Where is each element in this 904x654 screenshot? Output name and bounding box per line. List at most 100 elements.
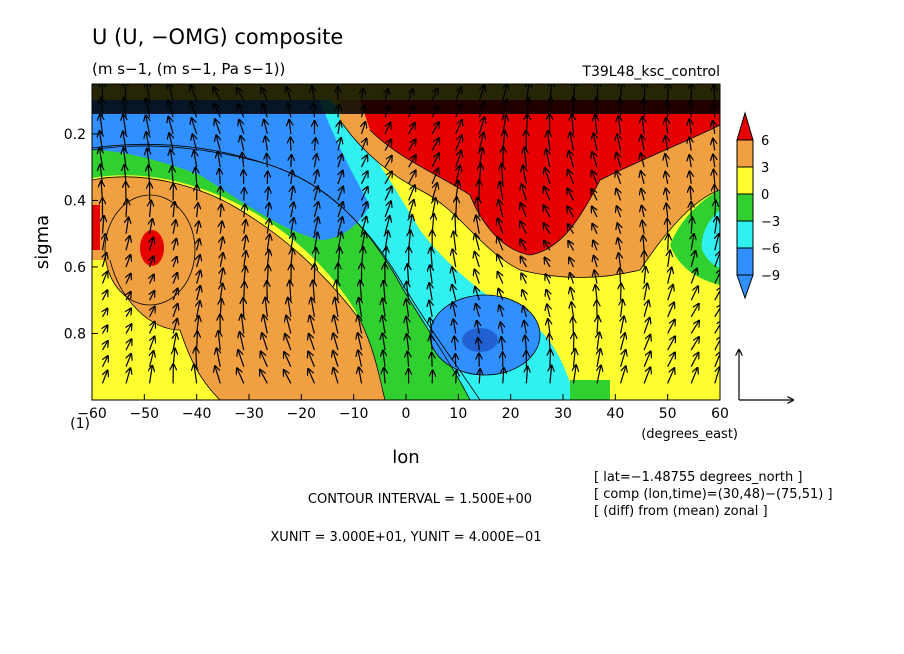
colorbar-label: 0 [761, 188, 769, 203]
wind-vector [333, 368, 338, 384]
wind-vector [173, 220, 176, 234]
wind-vector [147, 149, 150, 168]
wind-vector [621, 300, 623, 317]
colorbar-bottom [736, 274, 754, 300]
wind-vector [714, 336, 720, 351]
wind-vector [497, 255, 504, 268]
wind-vector [406, 317, 409, 334]
wind-vector [573, 333, 574, 351]
wind-vector [408, 106, 414, 118]
wind-vector [596, 98, 597, 118]
wind-vector [549, 334, 550, 351]
wind-vector [690, 286, 698, 301]
colorbar-segment [736, 193, 754, 222]
info-line-2: [ comp (lon,time)=(30,48)−(75,51) ] [594, 487, 833, 502]
wind-vector [432, 353, 433, 367]
info-line-3: [ (diff) from (mean) zonal ] [594, 504, 768, 519]
wind-vector [102, 291, 107, 301]
wind-vector [267, 219, 269, 234]
wind-vector [452, 267, 456, 284]
wind-vector [501, 337, 503, 351]
wind-vector [168, 100, 174, 118]
x-tick-label: −10 [339, 406, 369, 422]
wind-vector [477, 321, 480, 334]
wind-vector [545, 168, 551, 184]
y-axis-label: sigma [32, 215, 53, 269]
wind-vector [690, 171, 692, 184]
x-units: (degrees_east) [641, 427, 738, 442]
wind-vector [244, 204, 245, 218]
wind-vector [523, 306, 526, 318]
wind-vector [455, 104, 462, 118]
wind-vector [456, 371, 457, 384]
wind-vector [382, 316, 385, 334]
wind-vector [690, 101, 691, 118]
wind-vector [126, 236, 130, 251]
field-top-band [92, 84, 720, 114]
wind-vector [337, 202, 343, 218]
x-tick-label: −50 [130, 406, 160, 422]
wind-vector [498, 272, 503, 284]
wind-vector [431, 335, 433, 351]
wind-vector [358, 351, 362, 367]
wind-vector [406, 282, 408, 301]
wind-vector [690, 368, 697, 384]
wind-vector [641, 135, 644, 151]
wind-vector [642, 206, 644, 218]
wind-vector [644, 284, 647, 301]
wind-vector [220, 205, 221, 218]
wind-vector [338, 105, 339, 118]
wind-vector [431, 248, 432, 267]
wind-vector [570, 133, 573, 151]
wind-vector [310, 316, 315, 334]
colorbar-label: 6 [761, 134, 769, 149]
wind-vector [431, 138, 439, 151]
wind-vector [475, 287, 479, 301]
wind-vector [244, 282, 245, 301]
wind-vector [431, 122, 439, 135]
wind-vector [714, 304, 720, 318]
wind-vector [642, 117, 644, 134]
colorbar-segment [736, 139, 754, 168]
wind-vector [521, 257, 527, 268]
info-line-1: [ lat=−1.48755 degrees_north ] [594, 470, 802, 485]
wind-vector [262, 333, 268, 351]
wind-vector [643, 352, 650, 367]
wind-vector [520, 239, 527, 251]
wind-vector [358, 333, 362, 351]
wind-vector [667, 320, 675, 334]
wind-vector [238, 104, 245, 118]
wind-vector [314, 138, 315, 151]
wind-vector [169, 133, 173, 151]
wind-vector [173, 319, 177, 334]
wind-vector [261, 352, 268, 367]
wind-vector [617, 134, 620, 151]
wind-vector [548, 131, 550, 151]
wind-vector [334, 316, 338, 334]
wind-vector [220, 284, 222, 301]
wind-vector [620, 268, 621, 284]
wind-vector [573, 317, 574, 334]
wind-vector [409, 89, 413, 101]
wind-vector [126, 255, 130, 268]
wind-vector [220, 222, 222, 234]
colorbar-top [736, 111, 754, 141]
wind-vector [569, 151, 575, 168]
wind-vector [666, 204, 667, 218]
wind-vector [713, 139, 715, 151]
wind-vector [593, 134, 597, 151]
wind-vector [150, 256, 154, 268]
wind-vector [666, 118, 668, 134]
wind-vector [477, 198, 479, 218]
wind-vector [360, 187, 368, 201]
wind-vector [237, 88, 245, 101]
wind-vector [338, 171, 343, 184]
colorbar-segment [736, 247, 754, 276]
wind-vector [173, 202, 175, 218]
wind-vector [714, 367, 720, 384]
wind-vector [431, 106, 438, 118]
wind-vector [546, 274, 550, 284]
wind-vector [643, 236, 644, 251]
wind-vector [126, 200, 127, 218]
wind-vector [124, 165, 126, 184]
